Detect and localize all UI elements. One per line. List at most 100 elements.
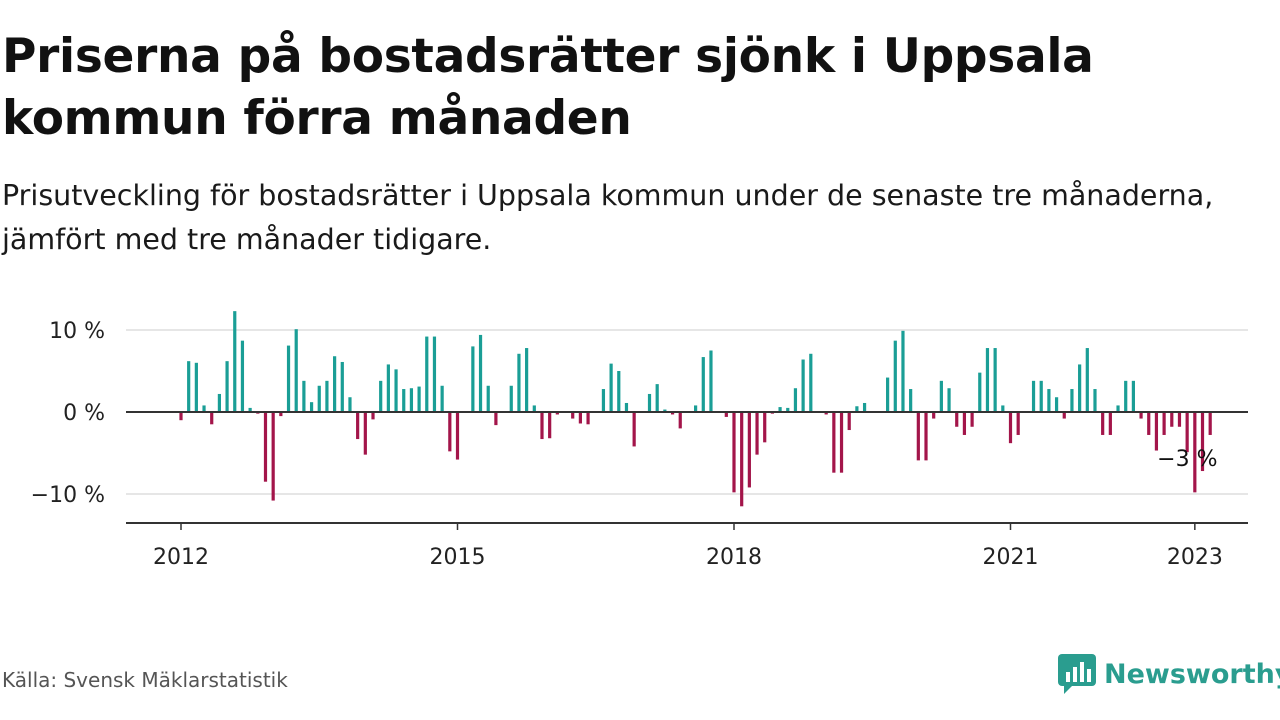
bar xyxy=(985,348,990,412)
bar xyxy=(525,348,529,412)
bar xyxy=(263,412,268,482)
bar xyxy=(701,357,705,412)
bar xyxy=(624,402,629,412)
x-tick-label: 2012 xyxy=(153,545,209,570)
bar xyxy=(325,380,329,412)
bar xyxy=(609,363,613,412)
bar xyxy=(932,412,936,419)
bar xyxy=(340,361,344,412)
bar xyxy=(356,412,360,440)
bar xyxy=(1108,412,1112,435)
bar xyxy=(471,346,475,412)
bar xyxy=(955,412,959,427)
bar xyxy=(1154,412,1159,451)
bar xyxy=(847,412,851,431)
bar xyxy=(478,334,483,412)
bar xyxy=(632,412,636,447)
gridlines xyxy=(126,329,1248,495)
bar xyxy=(617,371,621,412)
bar xyxy=(1116,405,1120,412)
chart-subtitle: Prisutveckling för bostadsrätter i Uppsa… xyxy=(2,179,1214,256)
bar xyxy=(962,412,967,435)
bar xyxy=(901,330,905,412)
bar xyxy=(755,412,759,455)
bar xyxy=(1039,380,1043,412)
bar xyxy=(793,388,798,412)
bar xyxy=(1085,348,1089,412)
bar xyxy=(1193,412,1197,493)
bar xyxy=(655,384,659,412)
bar xyxy=(1208,412,1212,435)
bar xyxy=(210,412,214,425)
bar xyxy=(978,372,982,412)
bar xyxy=(348,397,352,412)
bar xyxy=(993,348,997,412)
bar xyxy=(678,412,682,429)
bar xyxy=(309,402,314,412)
bar xyxy=(571,412,575,419)
bar xyxy=(763,412,767,443)
bar xyxy=(294,329,298,412)
bar xyxy=(555,412,559,415)
bar xyxy=(786,407,790,412)
bar xyxy=(233,311,237,412)
bar xyxy=(425,336,429,412)
bar xyxy=(540,412,544,440)
bar xyxy=(832,412,836,473)
bar xyxy=(302,380,306,412)
bar xyxy=(1124,380,1128,412)
bar xyxy=(317,385,321,412)
x-tick-label: 2021 xyxy=(983,545,1039,570)
bar xyxy=(824,412,828,415)
bar xyxy=(1170,412,1174,427)
bar xyxy=(886,377,890,412)
bar xyxy=(809,353,813,412)
bar xyxy=(409,388,414,412)
tick-labels: 10 % 0 % −10 % 2012 2015 2018 2021 2023 −3 % xyxy=(31,319,1223,570)
bar xyxy=(1093,389,1097,412)
bar xyxy=(839,412,844,473)
bar xyxy=(386,364,390,412)
x-tick-label: 2023 xyxy=(1167,545,1223,570)
bar xyxy=(1131,380,1135,412)
bar xyxy=(1047,389,1051,412)
bar xyxy=(217,393,221,412)
bar xyxy=(379,380,383,412)
bar xyxy=(1008,412,1013,444)
bar xyxy=(394,369,398,412)
bars xyxy=(179,311,1212,507)
bar xyxy=(279,412,283,417)
x-tick-label: 2015 xyxy=(430,545,486,570)
bar xyxy=(455,412,460,460)
bar xyxy=(1101,412,1105,435)
bar xyxy=(855,406,859,412)
bar xyxy=(548,412,552,439)
bar xyxy=(1177,412,1182,427)
bar xyxy=(179,412,183,421)
bar xyxy=(1062,412,1066,419)
bar xyxy=(801,359,805,412)
bar xyxy=(586,412,590,425)
bar xyxy=(663,409,667,412)
bar xyxy=(601,389,606,412)
bar xyxy=(1078,364,1082,412)
bar xyxy=(417,386,421,412)
bar xyxy=(440,385,444,412)
bar xyxy=(1147,412,1151,435)
bar xyxy=(724,412,728,417)
bar xyxy=(670,412,675,415)
bar xyxy=(271,412,275,501)
bar xyxy=(402,389,406,412)
bar xyxy=(970,412,974,427)
x-tick-label: 2018 xyxy=(706,545,762,570)
bar xyxy=(939,380,943,412)
bar xyxy=(909,389,913,412)
chart-title: Priserna på bostadsrätter sjönk i Uppsal… xyxy=(2,29,1094,146)
bar xyxy=(363,412,367,455)
bar xyxy=(1070,389,1074,412)
bar xyxy=(862,402,867,412)
newsworthy-logo[interactable]: Newsworthy xyxy=(1058,652,1280,696)
bar xyxy=(647,393,652,412)
bar xyxy=(1139,412,1143,419)
bar xyxy=(532,405,536,412)
